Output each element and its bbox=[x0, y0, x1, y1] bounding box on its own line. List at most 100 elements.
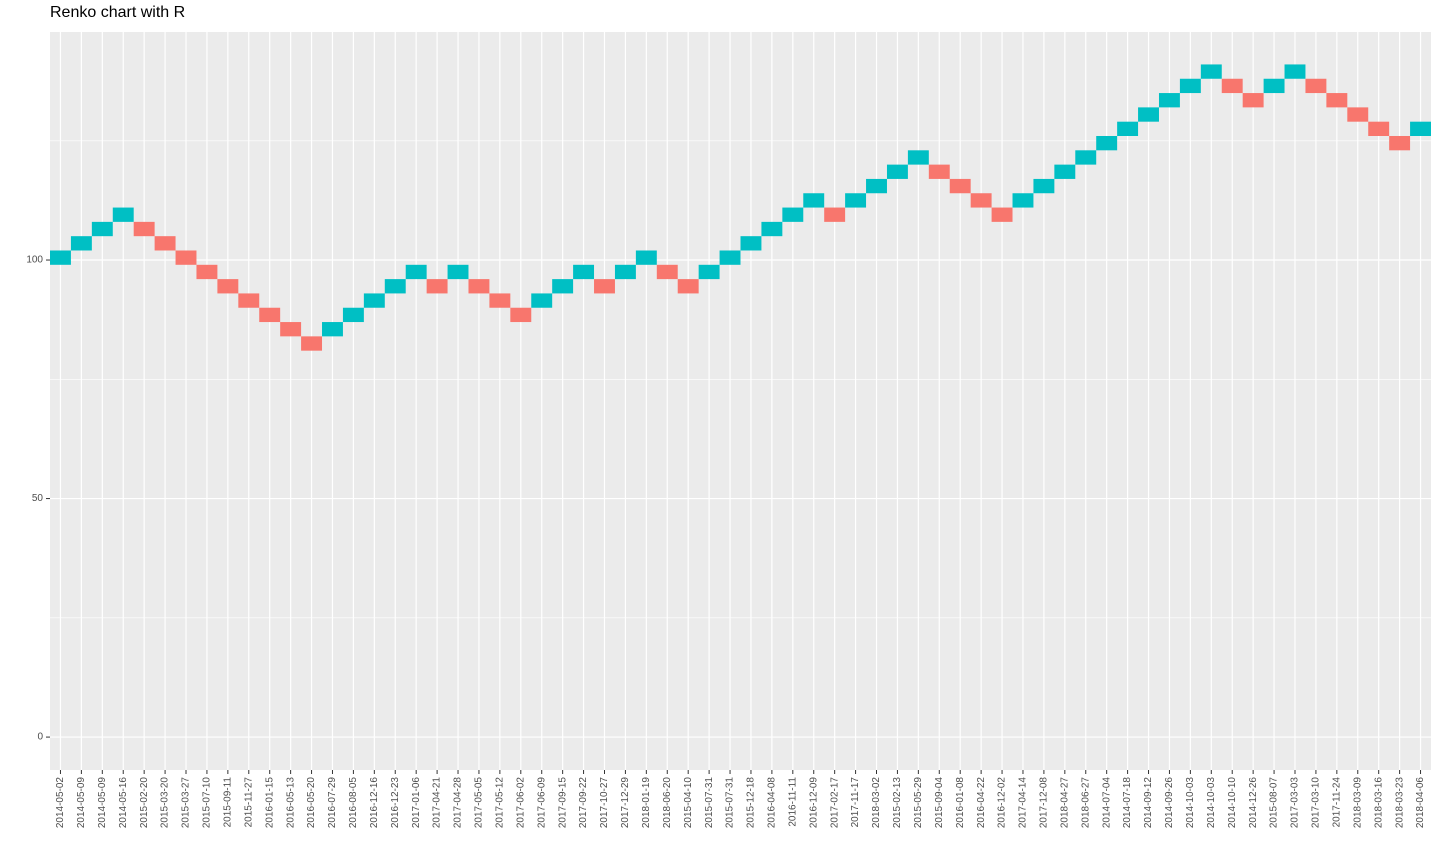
x-tick-label: 2017-09-15 bbox=[557, 777, 568, 829]
x-tick-label: 2017-10-27 bbox=[599, 777, 610, 829]
x-tick-label: 2014-07-04 bbox=[1101, 777, 1112, 829]
x-tick-label: 2017-11-24 bbox=[1331, 777, 1342, 828]
brick bbox=[342, 307, 364, 323]
brick bbox=[740, 236, 762, 251]
brick bbox=[552, 279, 574, 294]
x-tick-label: 2015-07-31 bbox=[704, 777, 715, 829]
brick bbox=[698, 264, 720, 280]
brick bbox=[635, 250, 657, 265]
brick bbox=[238, 293, 260, 308]
x-tick-label: 2018-04-06 bbox=[1415, 777, 1426, 829]
brick bbox=[531, 293, 553, 308]
brick bbox=[468, 279, 490, 294]
x-tick-label: 2016-12-02 bbox=[997, 777, 1008, 829]
x-tick-label: 2015-11-27 bbox=[243, 777, 254, 828]
brick bbox=[322, 322, 343, 337]
brick bbox=[1410, 121, 1431, 136]
x-tick-label: 2017-01-06 bbox=[411, 777, 422, 829]
brick bbox=[1179, 78, 1201, 94]
panel bbox=[50, 32, 1431, 770]
brick bbox=[677, 279, 699, 294]
brick bbox=[949, 178, 971, 194]
brick bbox=[656, 264, 678, 280]
x-tick-label: 2014-09-12 bbox=[1143, 777, 1154, 829]
x-tick-label: 2017-05-12 bbox=[495, 777, 506, 829]
x-tick-label: 2015-09-04 bbox=[934, 777, 945, 829]
brick bbox=[154, 236, 176, 251]
brick bbox=[1221, 78, 1243, 94]
brick bbox=[970, 193, 992, 208]
x-tick-label: 2014-07-18 bbox=[1122, 777, 1133, 829]
x-tick-label: 2016-01-15 bbox=[264, 777, 275, 829]
x-tick-label: 2015-03-27 bbox=[181, 777, 192, 829]
brick bbox=[91, 221, 113, 237]
brick bbox=[886, 164, 908, 179]
x-tick-label: 2015-09-11 bbox=[222, 777, 233, 828]
x-tick-label: 2016-12-16 bbox=[369, 777, 380, 829]
brick bbox=[1284, 64, 1306, 79]
x-tick-label: 2014-12-26 bbox=[1248, 777, 1259, 829]
brick bbox=[614, 264, 636, 280]
brick bbox=[112, 207, 134, 222]
brick bbox=[594, 279, 615, 294]
brick bbox=[196, 264, 218, 280]
x-tick-label: 2017-12-29 bbox=[620, 777, 631, 829]
brick bbox=[719, 250, 741, 265]
x-tick-label: 2015-05-29 bbox=[913, 777, 924, 829]
brick bbox=[133, 221, 155, 237]
x-tick-label: 2017-05-05 bbox=[474, 777, 485, 829]
brick bbox=[217, 279, 239, 294]
brick bbox=[426, 279, 448, 294]
brick bbox=[907, 150, 929, 165]
x-tick-label: 2017-03-03 bbox=[1290, 777, 1301, 829]
x-tick-label: 2016-12-23 bbox=[390, 777, 401, 829]
brick bbox=[489, 293, 511, 308]
brick bbox=[803, 193, 825, 208]
brick bbox=[1138, 107, 1159, 122]
x-tick-label: 2016-08-05 bbox=[348, 777, 359, 829]
x-tick-label: 2017-03-10 bbox=[1311, 777, 1322, 829]
brick bbox=[1033, 178, 1055, 194]
brick bbox=[1054, 164, 1076, 179]
x-tick-label: 2018-04-27 bbox=[1059, 777, 1070, 829]
x-tick-label: 2015-08-07 bbox=[1269, 777, 1280, 829]
brick bbox=[1200, 64, 1222, 79]
brick bbox=[363, 293, 385, 308]
x-tick-label: 2015-02-20 bbox=[139, 777, 150, 829]
x-tick-label: 2014-05-16 bbox=[118, 777, 129, 829]
x-tick-label: 2016-04-22 bbox=[976, 777, 987, 829]
brick bbox=[991, 207, 1013, 222]
x-tick-label: 2014-05-09 bbox=[97, 777, 108, 829]
x-tick-label: 2016-07-29 bbox=[327, 777, 338, 829]
brick bbox=[1389, 135, 1411, 151]
brick bbox=[510, 307, 532, 323]
x-tick-label: 2016-01-08 bbox=[955, 777, 966, 829]
y-tick-label: 50 bbox=[32, 493, 44, 504]
y-tick-label: 0 bbox=[37, 732, 43, 743]
brick bbox=[782, 207, 804, 222]
brick bbox=[1012, 193, 1034, 208]
brick bbox=[1326, 93, 1348, 108]
x-tick-label: 2015-07-10 bbox=[202, 777, 213, 829]
brick bbox=[1158, 93, 1180, 108]
x-tick-label: 2017-09-22 bbox=[578, 777, 589, 829]
x-tick-label: 2016-05-20 bbox=[306, 777, 317, 829]
chart-title: Renko chart with R bbox=[50, 4, 185, 21]
brick bbox=[573, 264, 595, 280]
x-tick-label: 2018-03-02 bbox=[871, 777, 882, 829]
x-tick-label: 2017-06-02 bbox=[515, 777, 526, 829]
x-tick-label: 2018-03-23 bbox=[1394, 777, 1405, 829]
brick bbox=[259, 307, 281, 323]
x-tick-label: 2017-04-21 bbox=[432, 777, 443, 829]
x-tick-label: 2018-03-16 bbox=[1373, 777, 1384, 829]
brick bbox=[70, 236, 92, 251]
brick bbox=[845, 193, 867, 208]
x-tick-label: 2018-01-19 bbox=[641, 777, 652, 829]
brick bbox=[405, 264, 427, 280]
x-tick-label: 2017-11-17 bbox=[850, 777, 861, 828]
brick bbox=[447, 264, 469, 280]
x-tick-label: 2015-12-18 bbox=[746, 777, 757, 829]
x-tick-label: 2015-02-13 bbox=[892, 777, 903, 829]
x-tick-label: 2016-11-11 bbox=[787, 777, 798, 827]
